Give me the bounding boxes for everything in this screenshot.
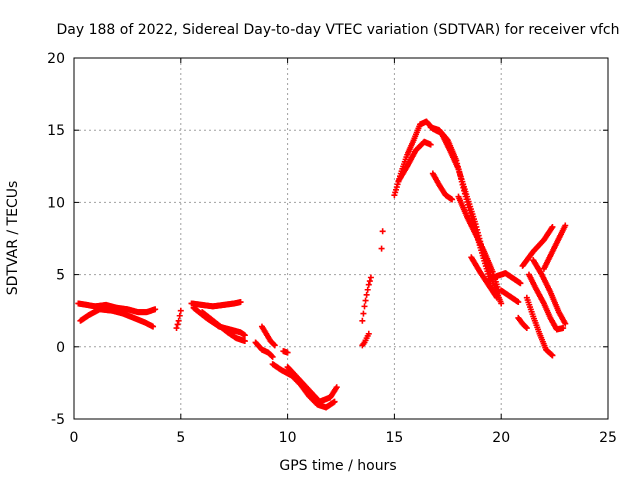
x-tick-label: 5: [176, 430, 185, 446]
series-arc-6: [199, 309, 248, 345]
series-arc-23: [515, 314, 530, 332]
data-point: [523, 325, 530, 332]
data-point: [173, 325, 180, 332]
series-arc-13: [359, 274, 374, 324]
y-tick-label: 15: [47, 123, 65, 139]
data-point: [359, 317, 366, 324]
x-tick-label: 20: [492, 430, 510, 446]
series-arc-20: [468, 254, 500, 301]
data-point: [365, 330, 372, 337]
data-point: [363, 291, 370, 298]
data-point: [517, 280, 524, 287]
data-point: [361, 303, 368, 310]
x-tick-label: 0: [70, 430, 79, 446]
series-arc-22: [498, 287, 522, 306]
y-tick-label: 20: [47, 51, 65, 67]
data-point: [493, 294, 500, 301]
data-point: [362, 297, 369, 304]
data-point: [549, 352, 556, 359]
chart-title: Day 188 of 2022, Sidereal Day-to-day VTE…: [56, 22, 619, 38]
series-arc-24: [523, 294, 556, 359]
data-point: [562, 222, 569, 229]
x-axis-label: GPS time / hours: [279, 458, 396, 474]
data-point: [331, 398, 338, 405]
data-point: [522, 324, 529, 331]
data-point: [449, 196, 456, 203]
data-point: [364, 286, 371, 293]
data-point: [549, 223, 556, 230]
series-arc-21: [485, 270, 524, 287]
data-point: [515, 299, 522, 306]
series-arc-12: [359, 330, 372, 349]
data-point: [237, 299, 244, 306]
data-point: [152, 306, 159, 313]
data-point: [177, 307, 184, 314]
series-arc-10: [269, 361, 338, 411]
data-point: [269, 353, 276, 360]
y-axis-label: SDTVAR / TECUs: [5, 181, 21, 296]
data-point: [174, 321, 181, 328]
axes: 0 5 10 15 20 25 -5 0 5 10 15 20: [47, 51, 617, 446]
series-arc-14: [378, 228, 386, 252]
series-arc-1: [75, 300, 159, 316]
series-arc-27: [519, 223, 556, 269]
y-tick-label: 5: [56, 268, 65, 284]
plot-frame: [73, 57, 609, 420]
data-point: [176, 312, 183, 319]
series-arc-2: [77, 306, 157, 330]
data-point: [560, 325, 567, 332]
series-arc-3: [173, 307, 184, 332]
data-point: [150, 323, 157, 330]
series-arc-16: [395, 138, 434, 184]
data-point: [365, 281, 372, 288]
series-arc-11: [284, 364, 340, 405]
data-point: [241, 338, 248, 345]
grid: [74, 58, 608, 419]
data-point: [498, 300, 505, 307]
x-tick-label: 15: [385, 430, 403, 446]
x-tick-label: 10: [279, 430, 297, 446]
data-point: [241, 332, 248, 339]
data-point: [333, 384, 340, 391]
series-arc-19: [429, 170, 456, 203]
data-point: [378, 245, 385, 252]
data-points: [75, 118, 569, 411]
y-tick-label: 10: [47, 195, 65, 211]
data-point: [360, 310, 367, 317]
x-tick-label: 25: [599, 430, 617, 446]
data-point: [270, 341, 277, 348]
series-arc-26: [530, 257, 569, 327]
series-arc-28: [540, 222, 569, 272]
data-point: [562, 320, 569, 327]
data-point: [175, 317, 182, 324]
data-point: [271, 342, 278, 349]
data-point: [366, 278, 373, 285]
series-arc-5: [190, 304, 248, 339]
y-tick-label: -5: [51, 412, 65, 428]
series-arc-8: [258, 323, 278, 349]
series-arc-7: [252, 339, 276, 360]
data-point: [284, 349, 291, 356]
y-tick-label: 0: [56, 340, 65, 356]
series-arc-9: [280, 348, 291, 356]
data-point: [427, 141, 434, 148]
series-arc-25: [525, 271, 567, 333]
data-point: [379, 228, 386, 235]
series-arc-4: [188, 299, 244, 310]
data-point: [367, 274, 374, 281]
data-point: [268, 353, 275, 360]
